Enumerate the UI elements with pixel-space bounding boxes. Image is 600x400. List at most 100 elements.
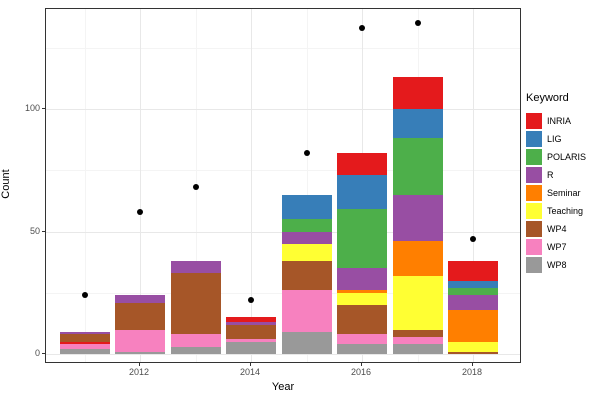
legend-item-seminar: Seminar [526,184,598,202]
bar-segment-2015-wp7 [281,290,332,332]
x-tick-label: 2012 [128,367,150,377]
y-tick-mark [42,230,45,232]
legend-label: WP8 [547,260,567,270]
legend-item-wp4: WP4 [526,220,598,238]
bar-segment-2016-r [337,268,387,291]
bar-segment-2015-teaching [281,243,332,261]
data-point-2012 [137,208,143,215]
bar-segment-2015-r [281,231,332,244]
bar-segment-2018-seminar [448,309,498,342]
bar-segment-2011-inria [59,341,110,345]
bar-segment-2013-wp4 [170,273,221,335]
bar-segment-2015-polaris [281,219,332,232]
y-axis-title: Count [0,169,12,199]
bar-segment-2011-wp7 [59,344,110,350]
bar-segment-2015-lig [281,194,332,220]
bar-2013 [170,260,221,354]
x-tick-label: 2018 [461,367,483,377]
bar-segment-2017-teaching [392,275,443,330]
bar-segment-2017-wp7 [392,336,443,345]
plot-panel [45,8,521,363]
legend-swatch-wp4 [526,221,542,237]
x-major-gridline [251,9,252,362]
x-tick-mark [250,363,251,366]
legend-swatch-lig [526,131,542,147]
x-tick-mark [361,363,362,366]
bar-segment-2016-wp8 [337,344,387,354]
data-point-2014 [248,297,254,304]
y-tick-label: 100 [24,103,40,113]
legend-swatch-polaris [526,149,542,165]
legend-label: LIG [547,134,562,144]
legend-swatch-r [526,167,542,183]
bar-segment-2017-wp4 [392,329,443,337]
legend-item-wp7: WP7 [526,238,598,256]
bar-segment-2014-wp8 [226,341,276,354]
bar-2012 [115,295,165,354]
bar-2018 [448,260,498,354]
x-major-gridline [140,9,141,362]
bar-segment-2018-teaching [448,341,498,352]
x-tick-label: 2016 [350,367,372,377]
bar-segment-2012-wp4 [115,302,165,330]
x-major-gridline [473,9,474,362]
bar-segment-2014-inria [226,317,276,323]
legend-label: WP7 [547,242,567,252]
bar-2016 [337,153,387,354]
bar-segment-2015-wp8 [281,331,332,354]
bar-segment-2017-wp8 [392,344,443,354]
bar-segment-2012-r [115,295,165,303]
bar-segment-2011-wp4 [59,334,110,342]
legend-item-wp8: WP8 [526,256,598,274]
bar-segment-2014-r [226,322,276,325]
legend-label: Seminar [547,188,581,198]
y-minor-gridline [46,170,520,172]
legend-swatch-teaching [526,203,542,219]
bar-2015 [281,194,332,354]
legend-item-inria: INRIA [526,112,598,130]
bar-segment-2015-wp4 [281,260,332,291]
bar-segment-2016-polaris [337,209,387,269]
bar-segment-2012-wp7 [115,329,165,352]
legend-label: R [547,170,554,180]
bar-segment-2013-wp7 [170,334,221,347]
bar-segment-2018-r [448,295,498,310]
legend-items: INRIA LIG POLARIS R Seminar Teaching WP4 WP7 WP8 [526,112,598,274]
legend-swatch-wp8 [526,257,542,273]
bar-segment-2017-r [392,194,443,242]
legend: Keyword INRIA LIG POLARIS R Seminar Teaching W… [526,92,598,274]
legend-item-r: R [526,166,598,184]
bar-segment-2018-polaris [448,287,498,296]
data-point-2013 [192,184,199,191]
legend-item-teaching: Teaching [526,202,598,220]
y-tick-mark [42,353,45,354]
bar-segment-2016-lig [337,175,387,210]
bar-segment-2014-wp4 [226,324,276,340]
legend-label: Teaching [547,206,584,216]
x-minor-gridline [84,9,86,362]
bar-segment-2017-seminar [392,241,443,276]
bar-segment-2016-inria [337,153,387,176]
bar-segment-2016-wp7 [337,334,387,345]
bar-2014 [226,317,276,354]
bar-segment-2013-wp8 [170,346,221,354]
bar-segment-2017-polaris [392,138,443,195]
bar-segment-2011-r [59,331,110,335]
data-point-2016 [359,25,365,32]
bar-segment-2018-lig [448,280,498,288]
bar-segment-2018-wp4 [448,351,498,354]
bar-2011 [59,331,110,354]
bar-segment-2017-lig [392,109,443,139]
bar-segment-2016-teaching [337,292,387,305]
bar-segment-2014-wp7 [226,339,276,342]
bar-segment-2018-inria [448,260,498,281]
legend-item-lig: LIG [526,130,598,148]
y-tick-label: 50 [29,225,40,236]
y-minor-gridline [46,47,520,49]
legend-item-polaris: POLARIS [526,148,598,166]
bar-2017 [392,77,443,354]
data-point-2015 [303,150,310,157]
y-major-gridline [46,354,520,355]
legend-label: INRIA [547,116,572,126]
